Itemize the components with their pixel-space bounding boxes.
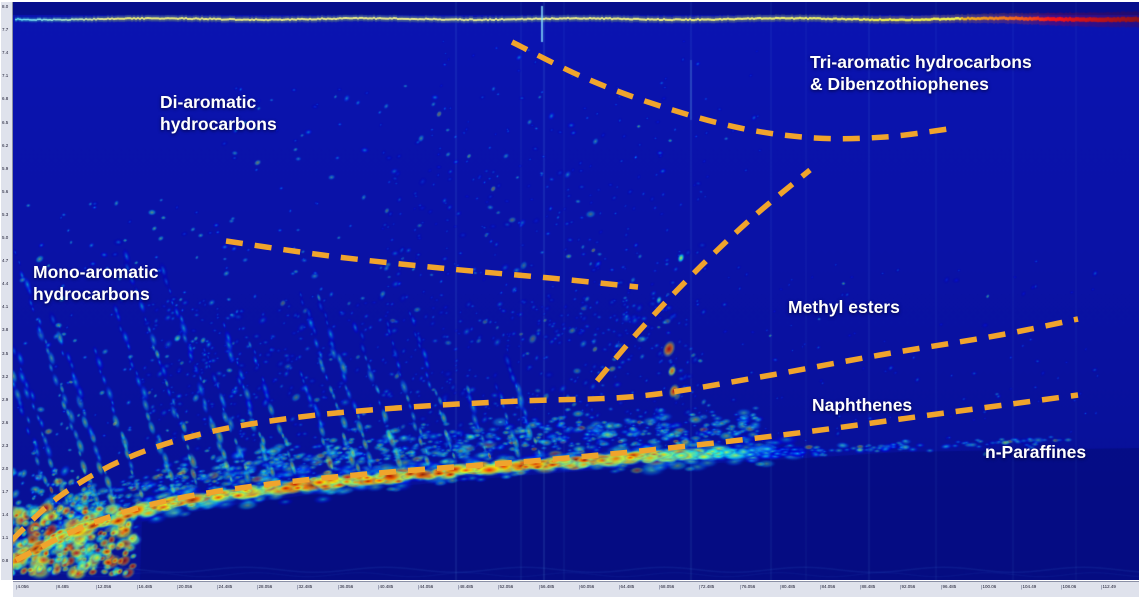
y-tick-label: 7.7	[2, 28, 9, 33]
x-tick-label: 8.485	[56, 585, 69, 590]
y-tick-label: 5.3	[2, 212, 9, 218]
y-tick-label: 5.6	[2, 189, 9, 195]
y-tick-label: 6.8	[2, 97, 9, 102]
x-tick-label: 52.056	[498, 585, 514, 590]
x-tick-label: 56.485	[538, 585, 554, 590]
region-label-naphthenes: Naphthenes	[812, 395, 913, 415]
y-tick-label: 2.9	[2, 397, 9, 403]
region-label-tri-aromatic: Tri-aromatic hydrocarbons & Dibenzothiop…	[810, 52, 1032, 94]
y-tick-label: 3.8	[2, 328, 9, 333]
y-tick-label: 4.1	[2, 305, 9, 310]
y-tick-label: 3.5	[2, 351, 9, 357]
y-tick-label: 1.4	[2, 513, 9, 518]
x-tick-label: 80.485	[779, 585, 796, 590]
y-tick-label: 0.8	[2, 559, 9, 564]
y-tick-label: 2.6	[2, 420, 9, 426]
region-label-di-aromatic: Di-aromatic hydrocarbons	[160, 92, 277, 134]
plot-area: Mono-aromatic hydrocarbons Di-aromatic hy…	[13, 2, 1139, 580]
y-tick-label: 5.9	[2, 166, 9, 172]
y-axis: 8.0 7.7 7.4 7.1 6.8 6.5 6.2 5.9 5.6 5.3 5.0 4.7 4.4 4…	[1, 2, 13, 580]
x-tick-label: 88.485	[860, 585, 876, 590]
y-tick-label: 2.0	[2, 467, 9, 472]
y-tick-label: 6.2	[2, 143, 9, 149]
x-tick-label: 48.485	[458, 585, 474, 590]
y-tick-label: 1.7	[2, 490, 9, 495]
x-tick-label: 60.056	[578, 585, 595, 590]
x-tick-label: 84.056	[820, 585, 836, 590]
x-tick-label: 96.485	[940, 585, 956, 590]
y-tick-label: 5.0	[2, 236, 9, 241]
y-tick-label: 2.3	[2, 443, 9, 449]
x-tick-label: 16.485	[136, 585, 152, 590]
region-label-methyl-esters: Methyl esters	[788, 297, 900, 317]
x-tick-label: 64.485	[619, 585, 635, 590]
x-tick-label: 44.056	[418, 585, 434, 590]
y-tick-label: 3.2	[2, 374, 9, 380]
y-tick-label: 7.1	[2, 74, 9, 79]
x-tick-label: 12.056	[96, 585, 112, 590]
region-label-n-paraffines: n-Paraffines	[985, 442, 1087, 462]
x-tick-label: 4.056	[16, 585, 29, 590]
y-tick-label: 7.4	[2, 51, 9, 56]
x-tick-label: 20.056	[176, 585, 193, 590]
x-tick-label: 112.49	[1101, 585, 1117, 590]
x-tick-label: 72.485	[699, 585, 715, 590]
x-tick-label: 92.056	[900, 585, 916, 590]
x-tick-label: 100.06	[980, 585, 997, 590]
x-tick-label: 24.485	[217, 585, 233, 590]
y-tick-label: 6.5	[2, 120, 9, 126]
x-tick-label: 36.056	[337, 585, 353, 590]
x-tick-label: 76.056	[739, 585, 755, 590]
y-tick-label: 8.0	[2, 5, 9, 10]
y-tick-label: 4.4	[2, 282, 9, 287]
x-tick-label: 32.485	[297, 585, 313, 590]
region-label-mono-aromatic: Mono-aromatic hydrocarbons	[33, 262, 159, 304]
y-tick-label: 4.7	[2, 259, 9, 264]
x-tick-label: 40.485	[377, 585, 394, 590]
x-tick-label: 108.06	[1061, 585, 1077, 590]
x-tick-label: 104.49	[1021, 585, 1037, 590]
y-tick-label: 1.1	[2, 536, 9, 541]
x-axis: 4.056 8.485 12.056 16.485 20.056 24.485 28.056…	[13, 581, 1139, 597]
x-tick-label: 68.056	[659, 585, 675, 590]
x-tick-label: 28.056	[257, 585, 273, 590]
